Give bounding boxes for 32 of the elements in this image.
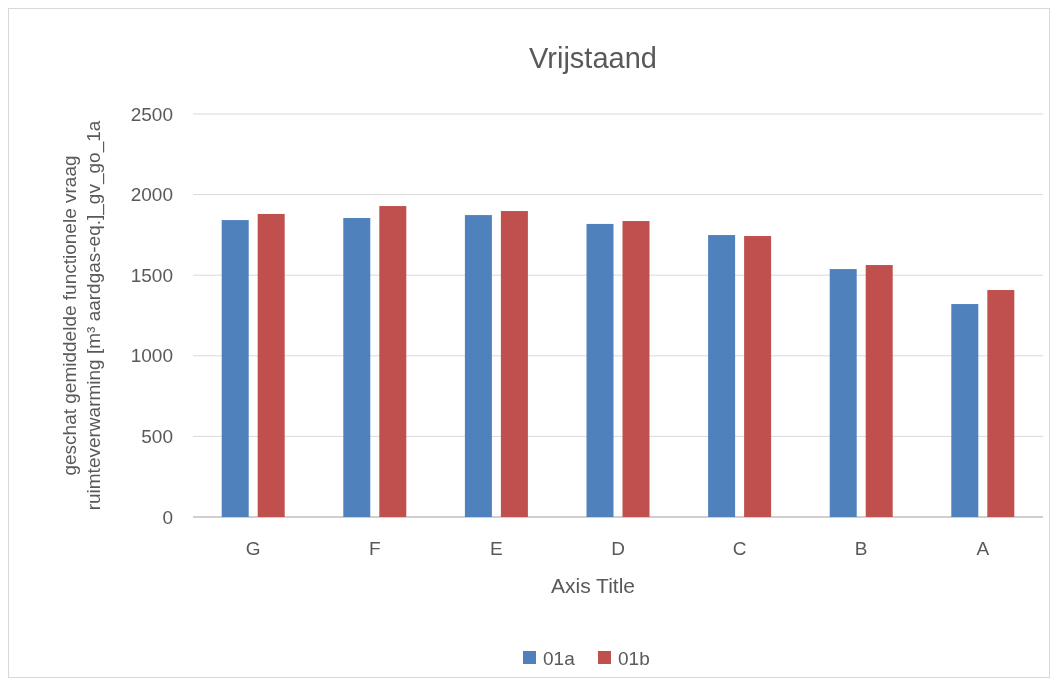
- x-tick-label: A: [976, 538, 990, 559]
- bar: [343, 217, 371, 517]
- y-tick-label: 500: [141, 426, 173, 448]
- x-tick-label: B: [854, 538, 868, 559]
- bar: [500, 211, 528, 517]
- bar: [708, 235, 736, 517]
- bar: [257, 213, 285, 517]
- bar: [987, 290, 1015, 517]
- y-tick-label: 0: [162, 506, 173, 528]
- y-axis-title: geschat gemiddelde functionele vraag ruimteverwarming [m³ aardgas-eq.]_gv_go_1a: [59, 120, 105, 511]
- x-axis-title: Axis Title: [550, 574, 636, 597]
- bar: [586, 223, 614, 517]
- y-tick-label: 2500: [130, 103, 173, 125]
- chart-title: Vrijstaand: [529, 42, 657, 74]
- x-tick-label: D: [611, 538, 625, 559]
- y-tick-label: 1500: [130, 264, 173, 286]
- bar: [865, 265, 893, 517]
- legend-label: 01b: [618, 647, 650, 669]
- legend-label: 01a: [543, 647, 576, 669]
- bar: [951, 304, 979, 517]
- bar: [379, 206, 407, 517]
- x-tick-label: E: [490, 538, 503, 559]
- bar: [622, 221, 650, 517]
- y-tick-label: 2000: [130, 184, 173, 206]
- bar: [829, 269, 857, 517]
- y-tick-label: 1000: [130, 345, 173, 367]
- bar: [221, 220, 249, 517]
- bar: [464, 215, 492, 517]
- x-tick-label: F: [368, 538, 381, 559]
- bar: [744, 236, 772, 517]
- x-tick-label: G: [245, 538, 261, 559]
- x-tick-label: C: [732, 538, 747, 559]
